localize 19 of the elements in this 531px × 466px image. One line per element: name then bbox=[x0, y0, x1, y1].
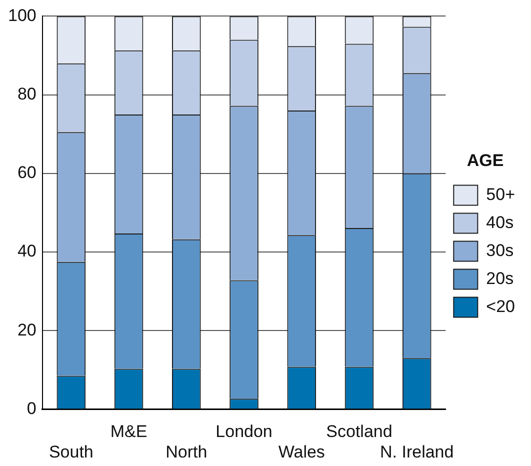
legend-label: 50+ bbox=[486, 184, 516, 204]
y-tick-label: 40 bbox=[17, 242, 36, 261]
y-tick-label: 60 bbox=[17, 163, 36, 182]
y-tick-label: 20 bbox=[17, 320, 36, 340]
y-tick-label: 80 bbox=[17, 84, 36, 104]
x-tick-label: M&E bbox=[110, 422, 148, 442]
legend-title: AGE bbox=[466, 150, 504, 170]
legend-label: 40s bbox=[486, 212, 514, 232]
x-tick-label: South bbox=[48, 442, 94, 462]
x-tick-label: North bbox=[166, 442, 208, 462]
x-tick-label: Wales bbox=[278, 442, 325, 462]
legend-label: 30s bbox=[486, 240, 514, 260]
x-tick-label: Scotland bbox=[326, 422, 392, 442]
y-tick-label: 0 bbox=[26, 398, 36, 418]
x-tick-label: London bbox=[216, 422, 272, 442]
x-tick-label: N. Ireland bbox=[380, 442, 454, 462]
y-tick-label: 100 bbox=[8, 6, 36, 25]
legend-label: <20 bbox=[486, 296, 516, 316]
legend-label: 20s bbox=[486, 268, 514, 288]
